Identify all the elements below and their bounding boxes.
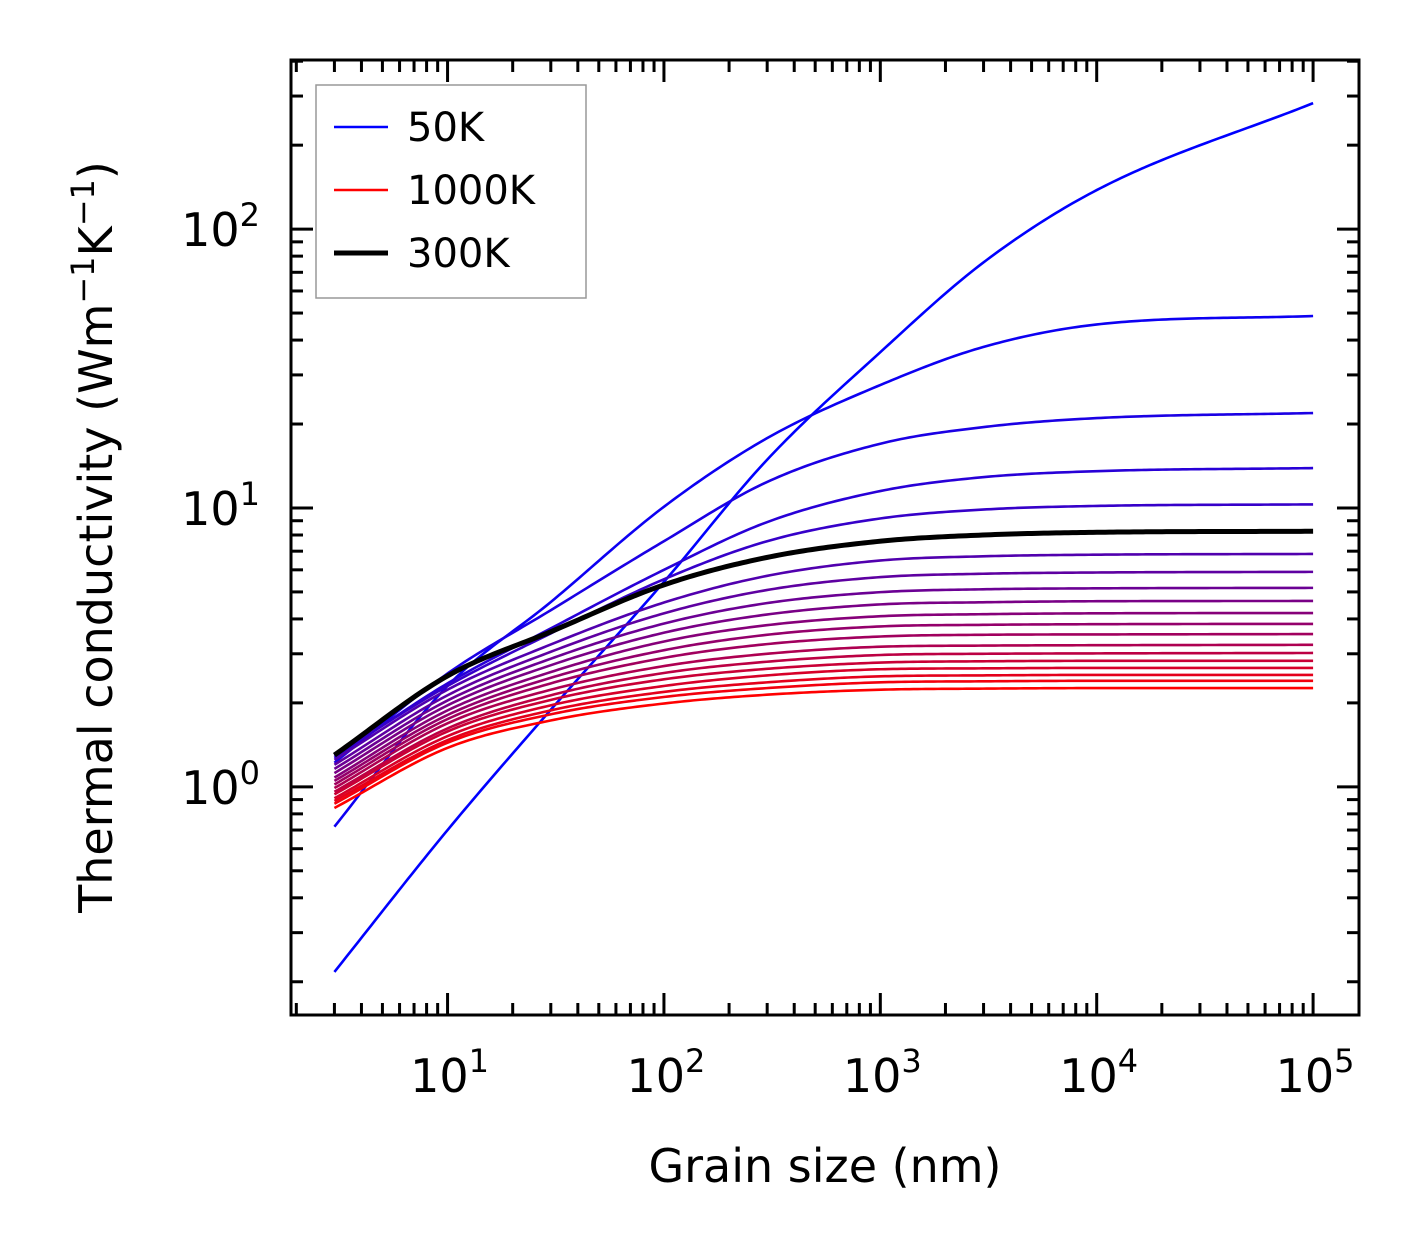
x-tick-labels: 101 102 103 104 105	[410, 1042, 1354, 1103]
series-line-50K	[333, 101, 1314, 973]
x-tick-label-2-exp: 2	[685, 1042, 705, 1080]
y-axis-label-main: Thermal conductivity (Wm	[69, 304, 123, 914]
legend-label: 1000K	[407, 168, 537, 214]
x-tick-label-1-exp: 1	[469, 1042, 489, 1080]
series-line-550K	[333, 611, 1314, 779]
x-tick-label-2: 102	[626, 1042, 705, 1103]
legend-entry-50K: 50K	[334, 105, 486, 151]
y-tick-label-2-exp: 2	[240, 196, 260, 234]
series-line-800K	[333, 659, 1314, 796]
legend-frame	[315, 84, 587, 299]
series-line-500K	[333, 599, 1314, 775]
series-line-1000K	[333, 686, 1314, 810]
series-line-650K	[333, 632, 1314, 786]
x-tick-label-1-base: 10	[410, 1049, 469, 1103]
y-tick-label-2-base: 10	[181, 203, 240, 257]
series-line-600K	[333, 622, 1314, 783]
x-tick-label-4-exp: 4	[1118, 1042, 1138, 1080]
series-line-850K	[333, 666, 1314, 800]
x-tick-label-3-exp: 3	[901, 1042, 921, 1080]
x-tick-label-3-base: 10	[843, 1049, 902, 1103]
legend-entry-300K: 300K	[334, 231, 511, 277]
legend-entries: 50K 1000K 300K	[334, 105, 537, 277]
y-tick-label-0-exp: 0	[240, 754, 260, 792]
x-tick-label-5-base: 10	[1276, 1049, 1335, 1103]
series-line-350K	[333, 552, 1314, 761]
y-axis-label-mid: K	[69, 224, 123, 256]
y-axis-label-sup2: −1	[64, 179, 102, 226]
x-tick-label-3: 103	[843, 1042, 922, 1103]
series-line-900K	[333, 673, 1314, 803]
series-line-700K	[333, 643, 1314, 790]
x-tick-label-2-base: 10	[626, 1049, 685, 1103]
y-tick-label-0-base: 10	[181, 761, 240, 815]
y-tick-label-0: 100	[181, 754, 260, 815]
x-tick-label-5-exp: 5	[1334, 1042, 1354, 1080]
y-tick-label-1-exp: 1	[240, 475, 260, 513]
series-line-150K	[333, 411, 1314, 764]
legend-label: 300K	[407, 231, 511, 277]
x-axis-label: Grain size (nm)	[649, 1139, 1002, 1193]
x-tick-label-1: 101	[410, 1042, 489, 1103]
y-tick-label-1-base: 10	[181, 482, 240, 536]
series-line-200K	[333, 466, 1314, 759]
y-tick-label-1: 101	[181, 475, 260, 536]
series-line-300K	[332, 528, 1314, 758]
series-layer	[332, 101, 1314, 973]
y-tick-label-2: 102	[181, 196, 260, 257]
x-tick-label-4-base: 10	[1059, 1049, 1118, 1103]
y-axis-label-end: )	[69, 161, 123, 179]
x-tick-label-5: 105	[1276, 1042, 1355, 1103]
legend-entry-1000K: 1000K	[334, 168, 537, 214]
y-axis-label-sup1: −1	[64, 256, 102, 303]
axes-frame	[289, 58, 1361, 1017]
tick-layer	[291, 59, 1359, 1015]
y-axis-label: Thermal conductivity (Wm−1K−1)	[64, 161, 123, 914]
series-line-450K	[333, 586, 1314, 770]
legend: 50K 1000K 300K	[315, 84, 587, 299]
x-tick-label-4: 104	[1059, 1042, 1138, 1103]
series-line-750K	[333, 651, 1314, 793]
legend-label: 50K	[407, 105, 486, 151]
series-line-950K	[333, 679, 1314, 805]
series-line-400K	[333, 570, 1314, 766]
series-line-250K	[333, 503, 1314, 758]
